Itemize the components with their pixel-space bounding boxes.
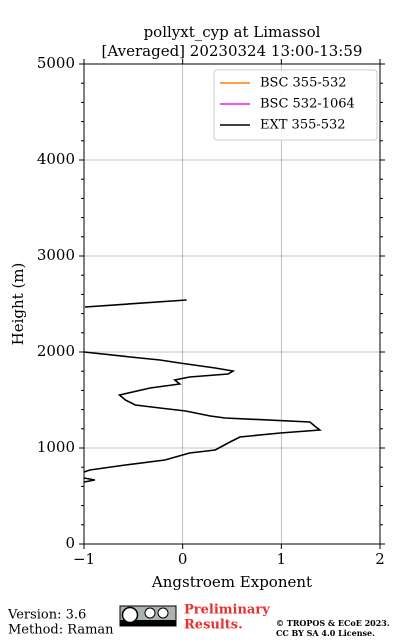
y-axis-label: Height (m)	[9, 263, 27, 346]
y-tick-label: 5000	[37, 54, 75, 72]
x-tick-label: 2	[375, 550, 385, 568]
chart-subtitle: [Averaged] 20230324 13:00-13:59	[102, 42, 363, 60]
x-tick-label: 1	[277, 550, 287, 568]
version: Version: 3.6	[7, 608, 86, 623]
y-tick-label: 3000	[37, 246, 75, 264]
x-tick-label: 0	[178, 550, 188, 568]
legend-label: BSC 532-1064	[260, 97, 355, 112]
y-tick-label: 0	[65, 534, 75, 552]
legend-label: EXT 355-532	[260, 118, 346, 133]
method: Method: Raman	[8, 623, 114, 638]
x-tick-label: −1	[73, 550, 95, 568]
preliminary: Preliminary	[184, 603, 270, 618]
y-tick-label: 2000	[37, 342, 75, 360]
cc-icon	[119, 605, 177, 627]
preliminary: Results.	[184, 618, 243, 633]
chart-title: pollyxt_cyp at Limassol	[144, 23, 321, 41]
series-line	[83, 299, 322, 483]
y-tick-label: 1000	[37, 438, 75, 456]
y-tick-label: 4000	[37, 150, 75, 168]
plot-frame	[83, 63, 381, 545]
copyright: © TROPOS & ECoE 2023.	[276, 618, 390, 628]
copyright: CC BY SA 4.0 License.	[276, 628, 375, 638]
legend-box	[213, 69, 378, 141]
x-axis-label: Angstroem Exponent	[151, 573, 312, 591]
legend-label: BSC 355-532	[260, 76, 347, 91]
